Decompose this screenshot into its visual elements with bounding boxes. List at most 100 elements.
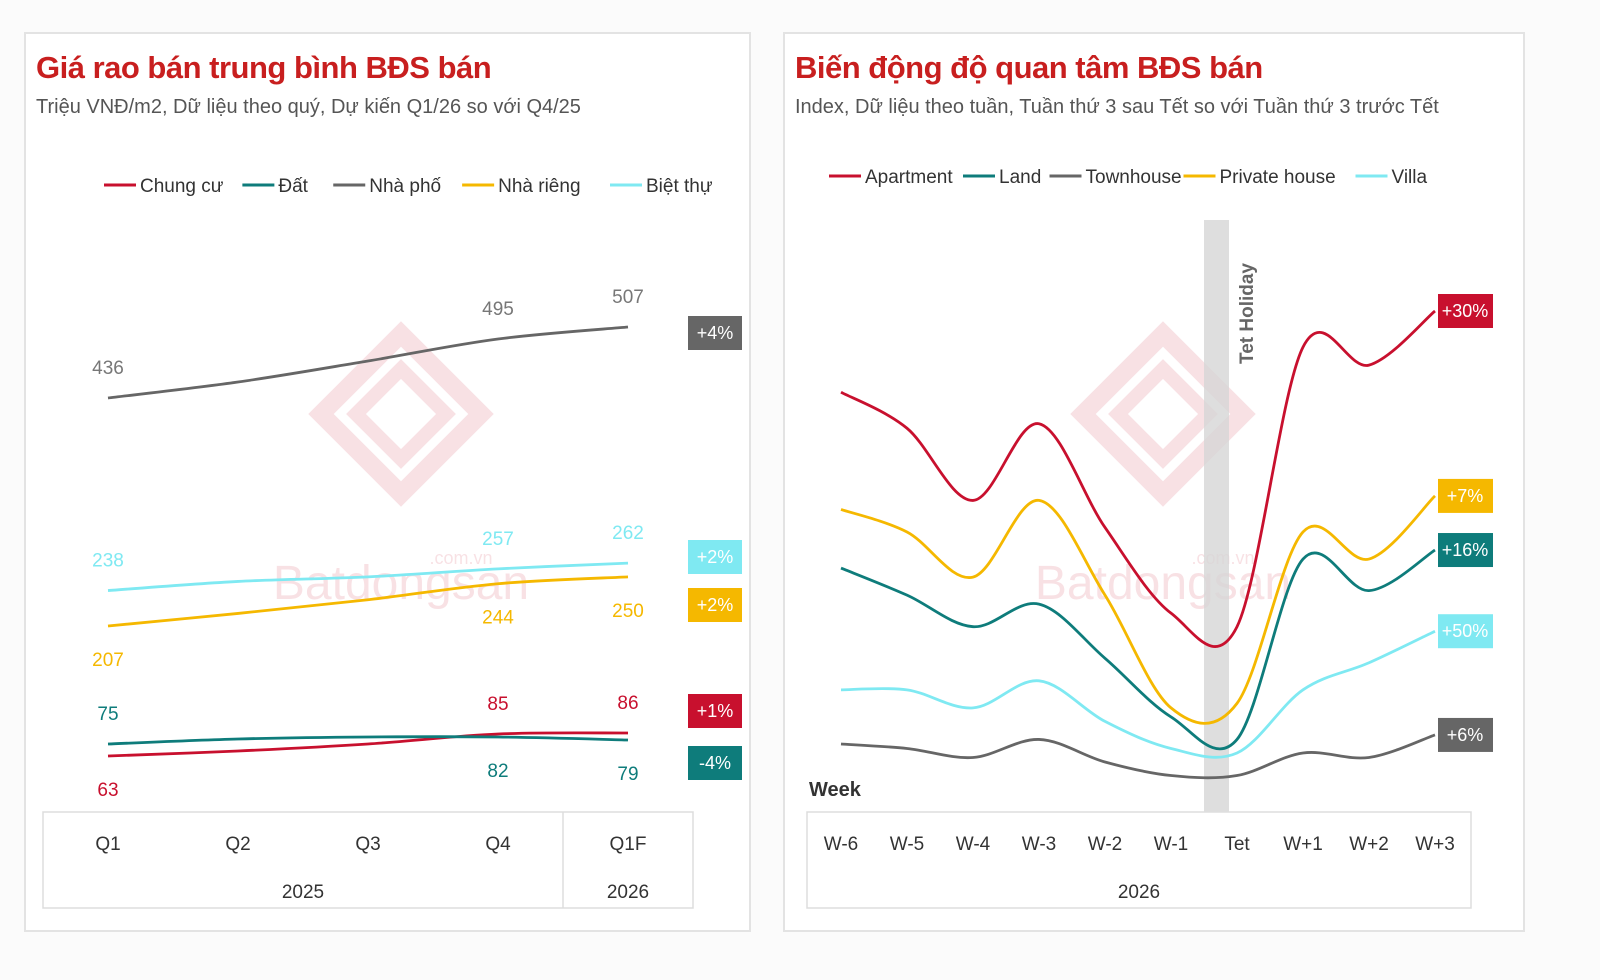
badge-text: +1% bbox=[697, 701, 734, 721]
x-tick-label: W-3 bbox=[1022, 834, 1056, 855]
badge-text: +2% bbox=[697, 595, 734, 615]
legend-item: Townhouse bbox=[1049, 167, 1182, 188]
watermark-domain: .com.vn bbox=[429, 548, 492, 568]
badge-text: +4% bbox=[697, 323, 734, 343]
badge-bg bbox=[1438, 717, 1493, 752]
holiday-band: Tet Holiday bbox=[1204, 220, 1258, 812]
legend-item: Nhà phố bbox=[333, 176, 442, 197]
badge-text: +16% bbox=[1442, 540, 1489, 560]
x-axis-title: Week bbox=[809, 779, 862, 801]
data-label: 79 bbox=[617, 764, 638, 785]
x-tick-label: Q4 bbox=[485, 834, 511, 855]
badge-text: -4% bbox=[699, 753, 731, 773]
holiday-label: Tet Holiday bbox=[1237, 263, 1258, 364]
series-Private house bbox=[840, 494, 1436, 725]
change-badge: -4% bbox=[688, 746, 742, 780]
series-Apartment bbox=[840, 309, 1436, 648]
legend: Apartment Land Townhouse Private house Villa bbox=[829, 167, 1427, 188]
series-line bbox=[107, 731, 629, 758]
panel-interest-chart: Biến động độ quan tâm BĐS bán Index, Dữ … bbox=[783, 32, 1525, 932]
data-label: 238 bbox=[92, 551, 124, 572]
legend: Chung cư Đất Nhà phố Nhà riêng Biệt thự bbox=[104, 176, 713, 197]
panel-price-chart: Giá rao bán trung bình BĐS bán Triệu VNĐ… bbox=[24, 32, 751, 932]
data-label: 262 bbox=[612, 523, 644, 544]
x-tick-label: W+3 bbox=[1415, 834, 1455, 855]
series-Land bbox=[840, 548, 1436, 751]
badge-bg bbox=[1438, 533, 1493, 568]
data-label: 250 bbox=[612, 601, 644, 622]
change-badge: +2% bbox=[688, 540, 742, 574]
chart-title: Giá rao bán trung bình BĐS bán bbox=[36, 50, 492, 85]
badge-bg bbox=[688, 746, 742, 780]
data-label: 436 bbox=[92, 358, 124, 379]
legend-label: Townhouse bbox=[1086, 167, 1182, 188]
badge-bg bbox=[1438, 294, 1493, 328]
series-line bbox=[107, 575, 629, 628]
change-badge: +6% bbox=[1438, 717, 1493, 752]
legend-item: Apartment bbox=[829, 167, 953, 188]
legend-label: Chung cư bbox=[140, 176, 224, 197]
watermark-logo bbox=[308, 321, 494, 507]
legend-label: Đất bbox=[278, 176, 308, 197]
change-badge: +50% bbox=[1438, 614, 1493, 649]
data-label: 507 bbox=[612, 287, 644, 308]
x-tick-label: Q2 bbox=[225, 834, 250, 855]
change-badge: +4% bbox=[688, 316, 742, 350]
series-Townhouse bbox=[840, 733, 1436, 780]
change-badge: +30% bbox=[1438, 294, 1493, 328]
legend-item: Villa bbox=[1355, 167, 1427, 188]
badge-bg bbox=[1438, 614, 1493, 649]
legend-item: Biệt thự bbox=[610, 176, 713, 197]
x-axis: Q1 Q2 Q3 Q4 Q1F 2025 2026 bbox=[42, 811, 694, 909]
legend-label: Private house bbox=[1220, 167, 1336, 188]
x-group-label: 2026 bbox=[1118, 882, 1160, 903]
badge-text: +7% bbox=[1447, 486, 1484, 506]
series-line bbox=[840, 733, 1436, 780]
badge-bg bbox=[688, 588, 742, 622]
legend-item: Private house bbox=[1183, 167, 1336, 188]
badge-text: +6% bbox=[1447, 725, 1484, 745]
legend-label: Nhà riêng bbox=[498, 176, 580, 197]
legend-item: Nhà riêng bbox=[462, 176, 581, 197]
x-group-label: 2026 bbox=[607, 882, 649, 903]
series-Chung cư: 63 85 86 bbox=[97, 693, 638, 801]
x-tick-label: W+2 bbox=[1349, 834, 1389, 855]
badge-bg bbox=[688, 694, 742, 728]
badge-bg bbox=[688, 316, 742, 350]
chart-title: Biến động độ quan tâm BĐS bán bbox=[795, 50, 1263, 85]
watermark-logo bbox=[1070, 321, 1256, 507]
data-label: 86 bbox=[617, 693, 638, 714]
series-Biệt thự: 238 257 262 bbox=[92, 523, 644, 592]
series-Đất: 75 82 79 bbox=[97, 704, 638, 785]
watermark-logo-inner bbox=[346, 359, 456, 469]
x-tick-label: W-6 bbox=[824, 834, 858, 855]
data-label: 63 bbox=[97, 780, 118, 801]
chart-subtitle: Index, Dữ liệu theo tuần, Tuần thứ 3 sau… bbox=[795, 96, 1439, 118]
change-badge: +2% bbox=[688, 588, 742, 622]
x-tick-label: W-1 bbox=[1154, 834, 1188, 855]
x-tick-label: W+1 bbox=[1283, 834, 1323, 855]
series-Nhà phố: 436 495 507 bbox=[92, 287, 644, 400]
series-line bbox=[107, 325, 629, 400]
data-label: 75 bbox=[97, 704, 118, 725]
watermark-logo-inner bbox=[1108, 359, 1218, 469]
data-label: 207 bbox=[92, 650, 124, 671]
badge-bg bbox=[1438, 478, 1493, 513]
x-axis: Week W-6 W-5 W-4 W-3 W-2 W-1 Tet W+1 W+2 W+3 2026 bbox=[806, 779, 1472, 909]
legend-item: Chung cư bbox=[104, 176, 224, 197]
series-Nhà riêng: 207 244 250 bbox=[92, 575, 644, 671]
change-badge: +1% bbox=[688, 694, 742, 728]
data-label: 85 bbox=[487, 694, 508, 715]
interest-line-chart: .com.vnBatdongsanTet HolidayApartmentLan… bbox=[806, 167, 1493, 909]
legend-label: Nhà phố bbox=[369, 176, 441, 197]
series-line bbox=[107, 735, 629, 746]
x-tick-label: W-5 bbox=[890, 834, 924, 855]
change-badge: +7% bbox=[1438, 478, 1493, 513]
badge-text: +2% bbox=[697, 547, 734, 567]
series-line bbox=[840, 309, 1436, 648]
series-line bbox=[840, 548, 1436, 751]
watermark-text: Batdongsan bbox=[1035, 557, 1291, 610]
x-tick-label: Tet bbox=[1224, 834, 1250, 855]
